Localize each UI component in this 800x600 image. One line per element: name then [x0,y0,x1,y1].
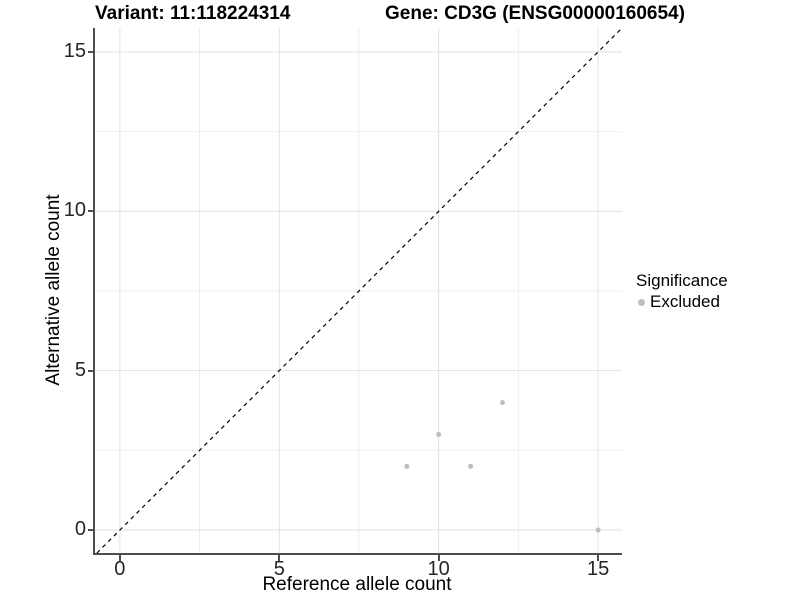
plot-panel [93,28,622,555]
y-tick-mark [88,50,94,53]
y-axis-title: Alternative allele count [43,194,64,386]
legend-key-dot-icon [638,298,645,306]
scatter-plot [95,28,622,553]
y-tick-label: 15 [63,39,86,62]
plot-title-gene: Gene: CD3G (ENSG00000160654) [385,3,685,24]
x-tick-label: 15 [586,558,610,580]
data-point [499,400,505,406]
legend-item: Excluded [638,292,728,312]
y-tick-label: 5 [74,358,86,381]
x-tick-mark [437,555,440,561]
legend-item-label: Excluded [650,292,720,311]
x-tick-mark [278,555,281,561]
x-tick-label: 10 [427,558,450,580]
y-tick-mark [88,210,94,213]
y-tick-label: 0 [74,518,86,541]
plot-title-variant: Variant: 11:118224314 [95,3,291,24]
data-point [595,527,601,533]
y-tick-label: 10 [63,199,86,222]
y-tick-mark [88,529,94,532]
data-point [468,463,474,469]
data-point [436,431,442,437]
x-tick-label: 0 [114,558,126,580]
x-tick-mark [597,555,600,561]
data-point [404,463,410,469]
y-tick-mark [88,369,94,372]
x-axis-title: Reference allele count [262,574,452,595]
identity-dashed-line [96,28,622,553]
legend-title: Significance [636,271,728,290]
x-axis-title-row: Reference allele count [0,574,800,596]
legend: Significance Excluded [636,271,728,312]
legend-items: Excluded [636,292,728,312]
x-tick-label: 5 [273,558,285,580]
x-tick-mark [118,555,121,561]
